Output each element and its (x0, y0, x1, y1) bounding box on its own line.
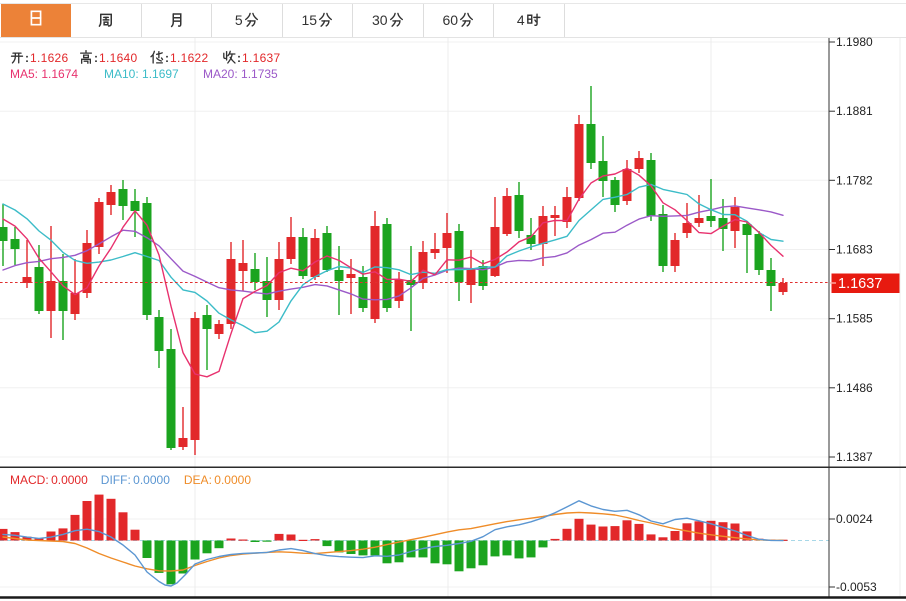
svg-text:1.1980: 1.1980 (836, 35, 873, 49)
svg-text:0.0024: 0.0024 (836, 512, 873, 526)
svg-text:1.1585: 1.1585 (836, 312, 873, 326)
svg-text:1.1637: 1.1637 (838, 276, 882, 292)
svg-text:-0.0053: -0.0053 (836, 580, 877, 594)
svg-text:1.1486: 1.1486 (836, 381, 873, 395)
svg-text:1.1782: 1.1782 (836, 173, 873, 187)
svg-text:1.1683: 1.1683 (836, 243, 873, 257)
svg-text:1.1387: 1.1387 (836, 450, 873, 464)
svg-text:1.1881: 1.1881 (836, 104, 873, 118)
